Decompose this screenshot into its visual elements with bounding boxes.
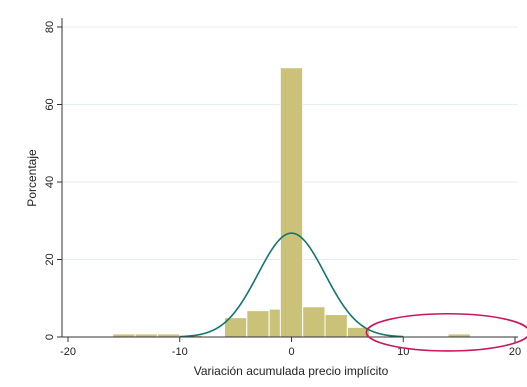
annotation-layer [365, 312, 527, 352]
y-tick-label: 60 [44, 98, 56, 110]
x-tick-label: -10 [172, 346, 188, 358]
x-tick-label: 0 [288, 346, 294, 358]
histogram-bar [279, 67, 304, 338]
highlight-ellipse [365, 312, 527, 352]
x-tick-label: 20 [509, 346, 521, 358]
x-tick-label: -20 [60, 346, 76, 358]
histogram-bars [112, 67, 471, 338]
y-axis-title: Porcentaje [25, 149, 39, 207]
y-tick-label: 80 [44, 21, 56, 33]
normal-curve [179, 232, 404, 338]
x-axis-title: Variación acumulada precio implícito [194, 364, 389, 378]
y-tick-label: 0 [44, 334, 56, 340]
normal-density-line [179, 232, 404, 338]
histogram-bar [324, 314, 348, 338]
histogram-bar [246, 310, 270, 338]
histogram-bar [302, 306, 326, 338]
y-tick-label: 40 [44, 176, 56, 188]
y-tick-label: 20 [44, 253, 56, 265]
